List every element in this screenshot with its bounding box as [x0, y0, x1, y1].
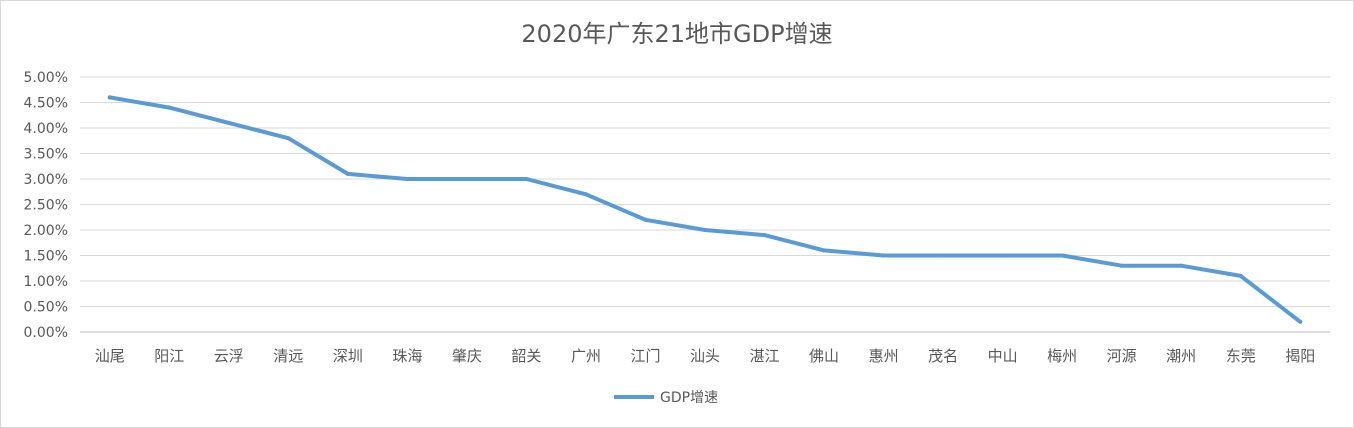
data-point	[1000, 253, 1005, 258]
data-point	[941, 253, 946, 258]
data-point	[762, 233, 767, 238]
data-point	[1238, 273, 1243, 278]
x-tick-label: 清远	[273, 347, 303, 365]
y-tick-label: 1.50%	[24, 249, 68, 265]
x-tick-label: 汕尾	[95, 347, 125, 365]
x-tick-label: 佛山	[809, 347, 839, 365]
data-point	[583, 192, 588, 197]
x-tick-label: 东莞	[1226, 347, 1256, 365]
y-tick-label: 2.50%	[24, 198, 68, 214]
data-point	[345, 171, 350, 176]
data-point	[405, 177, 410, 181]
y-tick-label: 3.00%	[24, 172, 68, 188]
y-tick-label: 1.00%	[24, 274, 68, 290]
x-tick-label: 潮州	[1166, 347, 1196, 365]
data-point	[524, 177, 529, 181]
x-tick-label: 惠州	[869, 347, 899, 365]
chart-title: 2020年广东21地市GDP增速	[521, 20, 833, 48]
y-tick-label: 3.50%	[24, 147, 68, 163]
data-point	[464, 177, 469, 181]
data-point	[822, 248, 827, 253]
x-tick-label: 梅州	[1047, 347, 1077, 365]
y-tick-label: 0.00%	[24, 325, 68, 341]
x-axis-ticks: 汕尾 阳江 云浮 清远 深圳 珠海 肇庆 韶关 广州 江门 汕头 湛江 佛山 惠州 茂名 中山 梅州 河源 潮州 东莞…	[95, 347, 1315, 365]
legend: GDP增速	[614, 390, 718, 406]
y-axis-ticks: 0.00% 0.50% 1.00% 1.50% 2.00% 2.50% 3.00% 3.50%…	[24, 70, 68, 341]
legend-label: GDP增速	[660, 390, 718, 406]
data-point	[1179, 263, 1184, 268]
x-tick-label: 广州	[571, 347, 601, 365]
data-point	[226, 120, 231, 125]
series-group	[107, 95, 1303, 324]
x-tick-label: 中山	[988, 347, 1018, 365]
data-point	[881, 253, 886, 258]
data-point	[643, 217, 648, 222]
x-tick-label: 汕头	[690, 347, 720, 365]
data-point	[703, 228, 707, 232]
x-tick-label: 江门	[630, 347, 660, 365]
x-tick-label: 云浮	[214, 347, 244, 365]
data-point	[1119, 263, 1124, 268]
grid-lines	[80, 76, 1330, 333]
x-tick-label: 湛江	[750, 347, 780, 365]
x-tick-label: 珠海	[392, 347, 422, 365]
x-tick-label: 深圳	[333, 347, 363, 365]
x-tick-label: 韶关	[511, 347, 541, 365]
x-tick-label: 揭阳	[1285, 347, 1315, 365]
x-tick-label: 阳江	[154, 347, 184, 365]
y-tick-label: 0.50%	[24, 300, 68, 316]
series-line	[107, 95, 1303, 324]
y-tick-label: 2.00%	[24, 223, 68, 239]
data-point	[1060, 253, 1065, 258]
x-tick-label: 茂名	[928, 347, 958, 365]
y-tick-label: 5.00%	[24, 70, 68, 86]
data-point	[286, 136, 291, 141]
x-tick-label: 河源	[1107, 347, 1137, 365]
y-tick-label: 4.50%	[24, 96, 68, 112]
data-point	[107, 95, 112, 100]
y-tick-label: 4.00%	[24, 121, 68, 137]
data-point	[1298, 319, 1303, 324]
data-point	[167, 105, 172, 110]
x-tick-label: 肇庆	[452, 347, 482, 365]
